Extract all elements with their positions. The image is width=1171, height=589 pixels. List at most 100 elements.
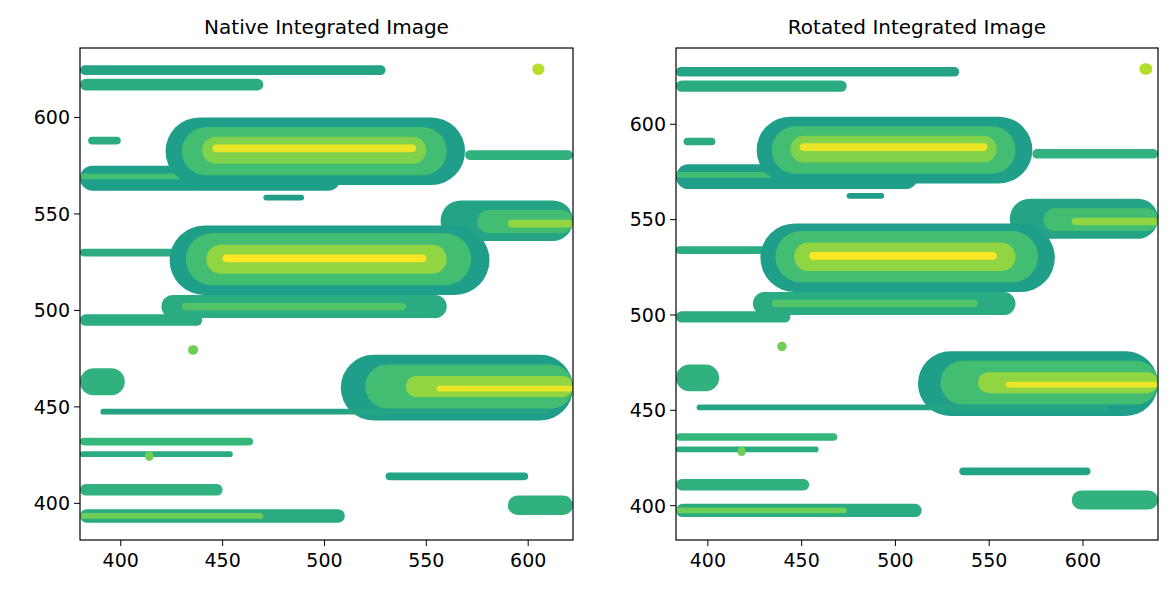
image-feature (760, 223, 1054, 292)
image-feature (263, 195, 304, 201)
image-feature (847, 193, 885, 199)
image-feature (170, 226, 490, 295)
image-feature (676, 311, 790, 322)
image-feature (684, 138, 716, 146)
x-tick-label: 600 (510, 549, 546, 571)
image-feature (676, 479, 809, 490)
image-feature (186, 233, 471, 285)
x-tick-label: 450 (204, 549, 240, 571)
y-tick-label: 600 (630, 113, 666, 135)
panel: 400450500550600400450500550600Native Int… (34, 15, 573, 571)
x-tick (801, 540, 802, 546)
image-feature (80, 484, 223, 496)
image-feature (80, 509, 345, 523)
y-tick (670, 124, 676, 125)
image-feature (80, 513, 263, 519)
image-feature (80, 438, 253, 446)
y-tick (74, 117, 80, 118)
plot-frame (80, 48, 573, 540)
image-feature (80, 451, 233, 457)
image-feature (386, 472, 529, 480)
image-feature (809, 252, 997, 260)
image-feature (437, 386, 573, 392)
image-feature (940, 361, 1158, 405)
x-tick-label: 600 (1065, 549, 1101, 571)
plot-frame (676, 48, 1158, 540)
image-feature (978, 372, 1158, 393)
x-tick (895, 540, 896, 546)
y-tick (74, 503, 80, 504)
x-tick (426, 540, 427, 546)
image-feature (676, 504, 922, 517)
image-feature (182, 127, 447, 175)
y-tick-label: 450 (34, 396, 70, 418)
image-feature (1139, 63, 1152, 74)
y-tick (74, 310, 80, 311)
image-feature (80, 314, 202, 326)
image-feature (794, 243, 1015, 272)
x-tick (528, 540, 529, 546)
x-tick (222, 540, 223, 546)
x-tick (120, 540, 121, 546)
image-feature (777, 342, 786, 352)
image-feature (223, 254, 427, 262)
image-feature (477, 210, 573, 233)
y-tick-label: 450 (630, 399, 666, 421)
image-feature (676, 508, 847, 514)
image (676, 63, 1158, 517)
image-feature (182, 303, 406, 311)
image-feature (753, 292, 1016, 315)
image-feature (166, 117, 465, 185)
image-feature (790, 136, 996, 163)
image-feature (738, 447, 746, 457)
image-feature (100, 409, 548, 415)
panel-title: Rotated Integrated Image (788, 15, 1046, 39)
x-tick-label: 450 (784, 549, 820, 571)
y-tick (670, 314, 676, 315)
image-feature (465, 150, 573, 160)
x-tick-label: 500 (306, 549, 342, 571)
image-feature (508, 496, 573, 515)
y-tick (74, 213, 80, 214)
x-tick-label: 400 (103, 549, 139, 571)
y-tick-label: 400 (630, 495, 666, 517)
image-feature (959, 468, 1090, 476)
image-feature (772, 300, 978, 308)
image-feature (88, 137, 121, 145)
x-tick (1082, 540, 1083, 546)
image-feature (757, 117, 1033, 184)
y-tick-label: 500 (630, 304, 666, 326)
image-feature (80, 79, 263, 91)
image-feature (800, 143, 988, 151)
y-tick-label: 550 (34, 203, 70, 225)
y-tick (670, 219, 676, 220)
x-tick-label: 400 (690, 549, 726, 571)
image-feature (1072, 218, 1158, 226)
image-feature (676, 433, 837, 441)
x-tick-label: 500 (877, 549, 913, 571)
x-tick (324, 540, 325, 546)
image-feature (188, 345, 198, 355)
image-feature (161, 295, 446, 318)
y-tick-label: 550 (630, 208, 666, 230)
y-tick (670, 410, 676, 411)
plot-background (80, 48, 573, 540)
x-tick-label: 550 (408, 549, 444, 571)
panel-title: Native Integrated Image (204, 15, 449, 39)
image-feature (697, 405, 1110, 411)
panel: 400 450 500 550 600 400 450 500 550 600 Rotated In… (630, 15, 1158, 571)
image-feature (202, 137, 426, 164)
image-feature (508, 220, 573, 228)
x-tick (989, 540, 990, 546)
figure: 400 450 500 550 600 400 450 500 550 600 Native Int… (0, 0, 1171, 589)
image-feature (212, 144, 416, 152)
image-feature (145, 451, 153, 461)
image-feature (772, 126, 1016, 174)
image-feature (676, 67, 959, 77)
x-tick-label: 550 (971, 549, 1007, 571)
y-tick-label: 600 (34, 106, 70, 128)
image-feature (1032, 149, 1158, 159)
y-tick (670, 505, 676, 506)
image-feature (1044, 208, 1158, 231)
image (80, 63, 573, 522)
